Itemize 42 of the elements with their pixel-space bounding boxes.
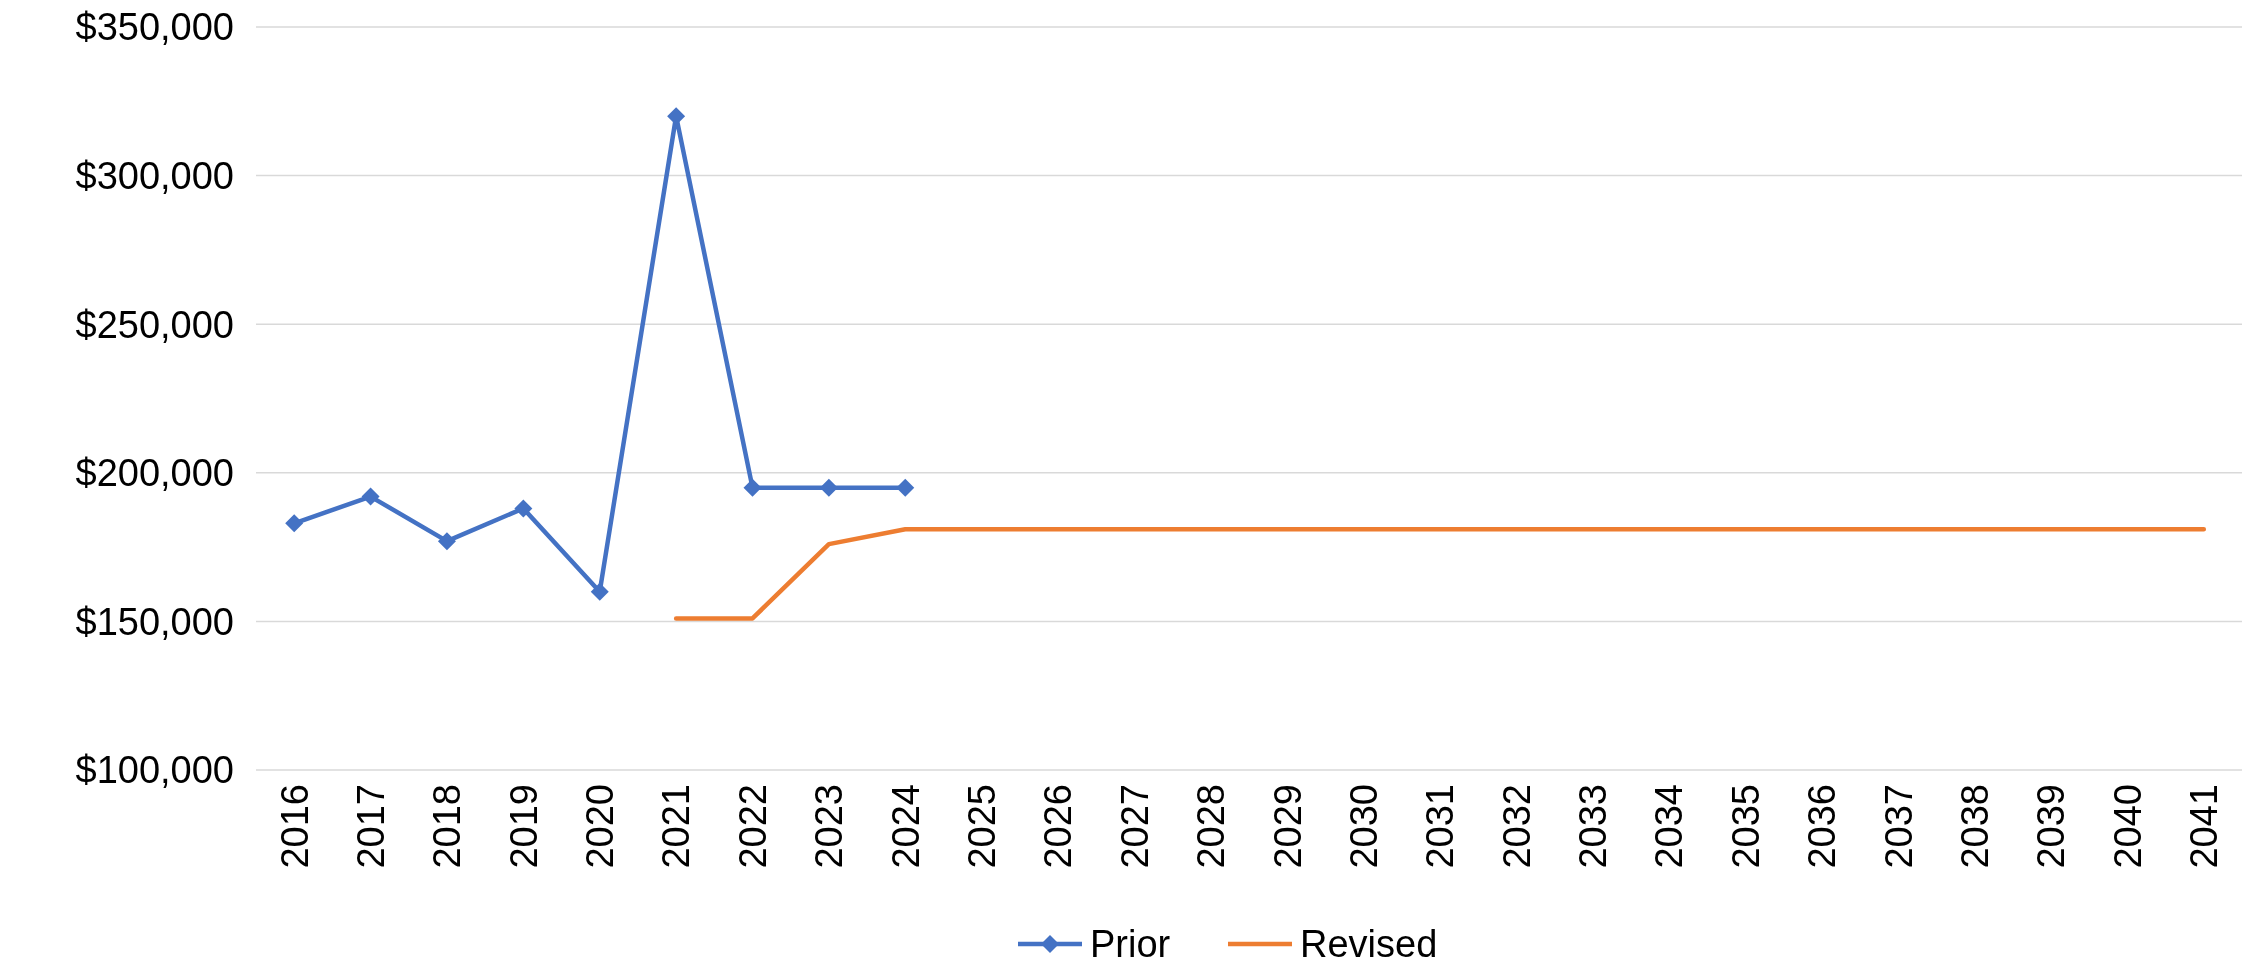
x-tick-label: 2031 [1419,784,1462,869]
legend-label: Revised [1300,923,1438,966]
x-tick-label: 2022 [731,784,774,869]
point [514,499,533,518]
x-tick-label: 2029 [1266,784,1309,869]
point [437,532,456,551]
x-tick-label: 2033 [1572,784,1615,869]
y-tick-label: $200,000 [75,452,234,495]
point [590,582,609,601]
x-tick-label: 2024 [884,784,927,869]
x-tick-label: 2016 [273,784,316,869]
x-tick-label: 2035 [1724,784,1767,869]
x-tick-label: 2018 [426,784,469,869]
x-tick-label: 2041 [2183,784,2226,869]
x-tick-label: 2028 [1190,784,1233,869]
x-tick-label: 2027 [1113,784,1156,869]
point [361,487,380,506]
x-tick-label: 2017 [349,784,392,869]
x-tick-label: 2038 [1953,784,1996,869]
point [819,478,838,497]
point [743,478,762,497]
x-tick-label: 2037 [1877,784,1920,869]
x-tick-label: 2023 [808,784,851,869]
y-tick-label: $350,000 [75,6,234,49]
y-tick-label: $100,000 [75,749,234,792]
point [285,514,304,533]
legend-label: Prior [1090,923,1171,966]
x-tick-label: 2036 [1801,784,1844,869]
x-tick-label: 2039 [2030,784,2073,869]
x-tick-label: 2032 [1495,784,1538,869]
y-tick-label: $250,000 [75,303,234,346]
x-tick-label: 2034 [1648,784,1691,869]
x-tick-label: 2020 [579,784,622,869]
y-tick-label: $150,000 [75,600,234,643]
x-tick-label: 2019 [502,784,545,869]
x-tick-label: 2030 [1342,784,1385,869]
point [896,478,915,497]
x-tick-label: 2026 [1037,784,1080,869]
y-tick-label: $300,000 [75,154,234,197]
x-tick-label: 2025 [960,784,1003,869]
x-tick-label: 2021 [655,784,698,869]
x-tick-label: 2040 [2106,784,2149,869]
